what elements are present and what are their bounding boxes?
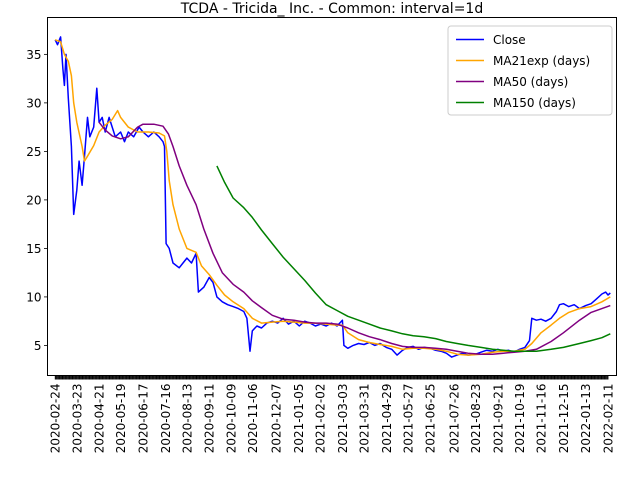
- x-tick-label: 2020-04-21: [93, 384, 107, 454]
- x-tick-label: 2020-07-16: [159, 384, 173, 454]
- x-tick-label: 2020-03-23: [70, 384, 84, 454]
- x-tick-label: 2021-05-27: [401, 384, 415, 454]
- x-tick-label: 2021-09-21: [491, 384, 505, 454]
- x-tick-label: 2020-09-11: [203, 384, 217, 454]
- x-tick-label: 2020-10-09: [224, 384, 238, 454]
- x-tick-label: 2022-01-13: [579, 384, 593, 454]
- x-tick-label: 2021-06-25: [424, 384, 438, 454]
- x-tick-label: 2021-07-26: [448, 384, 462, 454]
- legend-label: MA50 (days): [493, 75, 568, 89]
- legend-label: Close: [493, 33, 526, 47]
- plot-frame: [47, 17, 617, 376]
- x-tick-label: 2021-04-29: [380, 384, 394, 454]
- y-tick-label: 35: [26, 48, 41, 62]
- legend: Close MA21exp (days) MA50 (days) MA150 (day…: [447, 25, 613, 116]
- x-tick-label: 2020-11-06: [246, 384, 260, 454]
- x-tick-label: 2021-08-23: [469, 384, 483, 454]
- x-tick-label: 2021-10-19: [513, 384, 527, 454]
- x-tick-label: 2020-08-13: [180, 384, 194, 454]
- x-tick-label: 2022-02-11: [602, 384, 616, 454]
- x-tick-label: 2021-03-03: [336, 384, 350, 454]
- y-tick-label: 25: [26, 145, 41, 159]
- x-tick-label: 2021-12-15: [557, 384, 571, 454]
- x-tick-label: 2021-03-31: [357, 384, 371, 454]
- y-tick-label: 5: [34, 339, 42, 353]
- x-tick-label: 2020-12-07: [270, 384, 284, 454]
- y-tick-label: 15: [26, 242, 41, 256]
- x-tick-label: 2020-02-24: [49, 384, 63, 454]
- series-line-ma50-days: [98, 121, 611, 355]
- series-line-ma150-days: [216, 165, 611, 352]
- chart-title: TCDA - Tricida_ Inc. - Common: interval=…: [180, 1, 483, 17]
- legend-label: MA150 (days): [493, 96, 576, 110]
- x-tick-label: 2021-01-05: [292, 384, 306, 454]
- y-tick-label: 10: [26, 290, 41, 304]
- series-line-ma21exp-days: [54, 39, 611, 356]
- x-tick-label: 2020-05-19: [114, 384, 128, 454]
- series-layer: [54, 36, 611, 358]
- x-tick-label: 2021-11-16: [535, 384, 549, 454]
- axis-ticks: 5 10 15 20 25 30 35 2020-02-24 2020-03-23 2020-04…: [26, 48, 615, 453]
- legend-box: [447, 25, 613, 116]
- x-tick-label: 2020-06-17: [136, 384, 150, 454]
- legend-label: MA21exp (days): [493, 54, 590, 68]
- x-tick-label: 2021-02-02: [314, 384, 328, 454]
- y-tick-label: 30: [26, 96, 41, 110]
- y-tick-label: 20: [26, 193, 41, 207]
